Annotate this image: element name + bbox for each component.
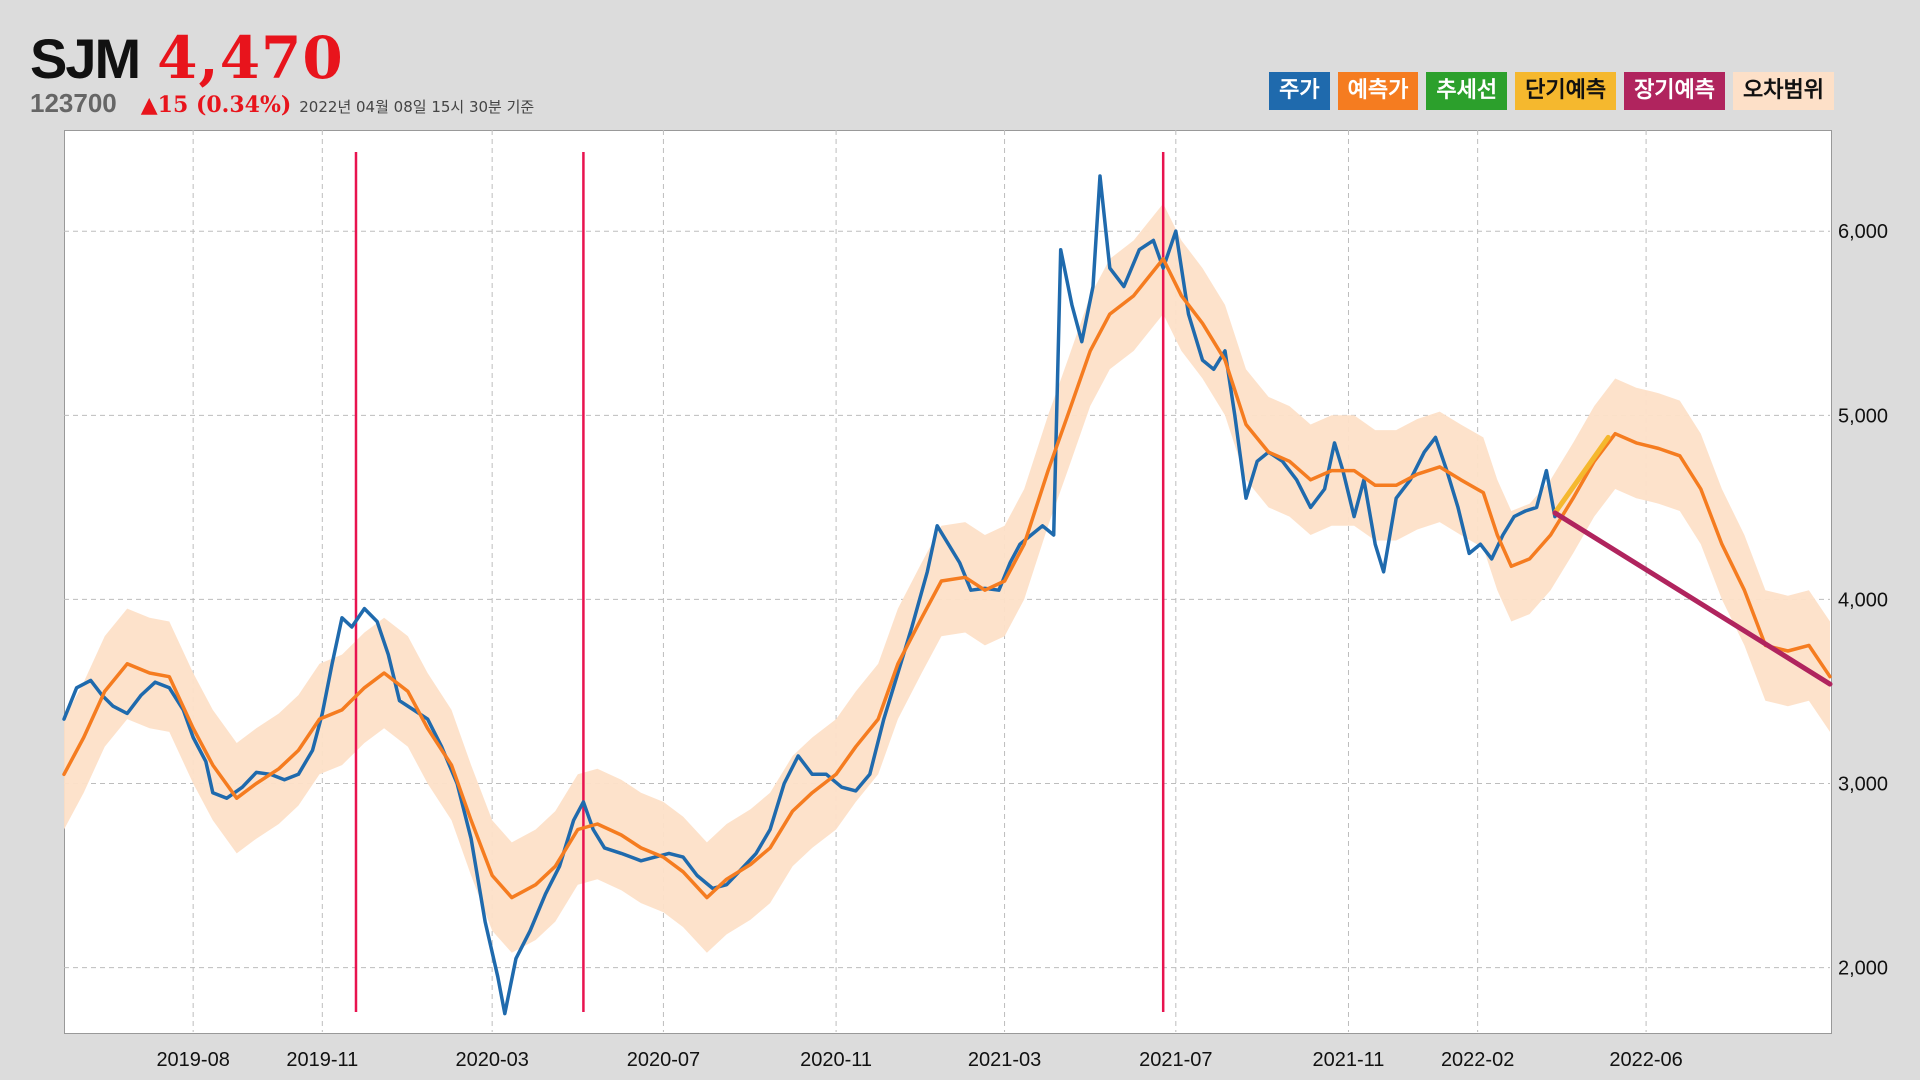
y-tick-label-0: 2,000 bbox=[1838, 958, 1888, 980]
price-change: ▲15 (0.34%) bbox=[140, 92, 292, 118]
legend-item-short-term[interactable]: 단기예측 bbox=[1515, 72, 1617, 110]
timestamp: 2022년 04월 08일 15시 30분 기준 bbox=[299, 98, 535, 116]
x-tick-label-9: 2022-06 bbox=[1609, 1049, 1682, 1071]
legend-item-trendline[interactable]: 추세선 bbox=[1426, 72, 1508, 110]
stock-code: 123700 bbox=[30, 88, 117, 118]
x-tick-label-6: 2021-07 bbox=[1139, 1049, 1212, 1071]
legend-item-price[interactable]: 주가 bbox=[1269, 72, 1330, 110]
short-term-forecast-line bbox=[1552, 434, 1611, 516]
legend-item-forecast[interactable]: 예측가 bbox=[1337, 72, 1419, 110]
y-tick-label-3: 5,000 bbox=[1838, 405, 1888, 427]
x-tick-label-2: 2020-03 bbox=[455, 1049, 528, 1071]
x-tick-label-3: 2020-07 bbox=[627, 1049, 700, 1071]
y-tick-label-1: 3,000 bbox=[1838, 773, 1888, 795]
legend-item-error-range[interactable]: 오차범위 bbox=[1733, 72, 1834, 110]
long-term-forecast-line bbox=[1552, 510, 1833, 687]
x-tick-label-8: 2022-02 bbox=[1441, 1049, 1514, 1071]
x-tick-label-7: 2021-11 bbox=[1313, 1049, 1385, 1071]
current-price: 4,470 bbox=[157, 24, 344, 92]
y-tick-label-4: 6,000 bbox=[1838, 221, 1888, 243]
x-tick-label-0: 2019-08 bbox=[156, 1049, 229, 1071]
x-tick-label-4: 2020-11 bbox=[800, 1049, 872, 1071]
chart-legend: 주가 예측가 추세선 단기예측 장기예측 오차범위 bbox=[1269, 72, 1834, 110]
x-tick-label-5: 2021-03 bbox=[968, 1049, 1041, 1071]
x-tick-label-1: 2019-11 bbox=[286, 1049, 358, 1071]
price-series-line bbox=[62, 174, 1557, 1016]
forecast-series-line bbox=[62, 257, 1832, 900]
error-band bbox=[64, 203, 1830, 953]
y-tick-label-2: 4,000 bbox=[1838, 589, 1888, 611]
ticker-symbol: SJM bbox=[30, 27, 141, 90]
legend-item-long-term[interactable]: 장기예측 bbox=[1624, 72, 1726, 110]
stock-header: SJM 4,470 123700 ▲15 (0.34%) 2022년 04월 0… bbox=[30, 24, 534, 119]
